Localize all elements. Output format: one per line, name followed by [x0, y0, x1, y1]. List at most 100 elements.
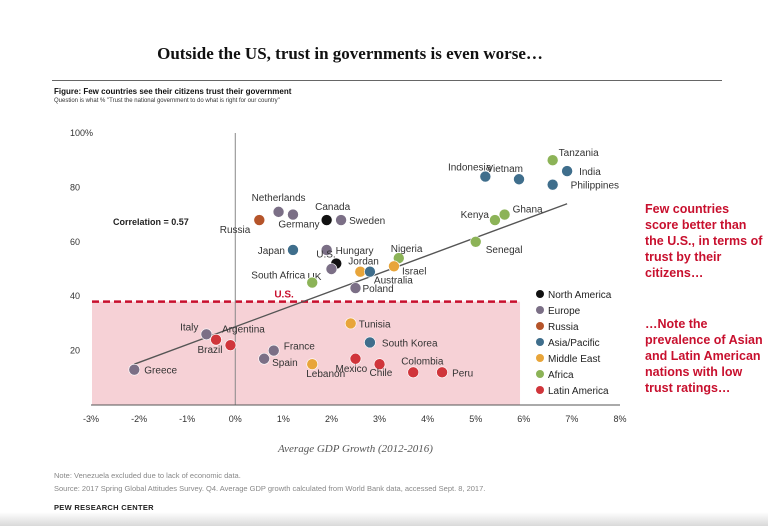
x-tick-label: 1%	[277, 414, 290, 424]
y-tick-label: 20	[70, 346, 80, 356]
legend-marker	[536, 290, 544, 298]
x-axis-label: Average GDP Growth (2012-2016)	[277, 443, 433, 455]
point-label-poland: Poland	[363, 284, 394, 295]
x-tick-label: -2%	[131, 414, 147, 424]
point-japan	[287, 244, 299, 256]
point-label-mexico: Mexico	[336, 364, 368, 375]
legend-marker	[536, 338, 544, 346]
legend-marker	[536, 322, 544, 330]
point-label-india: India	[579, 167, 601, 178]
point-canada	[320, 214, 333, 226]
x-tick-label: 7%	[565, 414, 578, 424]
point-label-u-s: U.S.	[316, 250, 335, 261]
point-label-jordan: Jordan	[348, 257, 379, 268]
point-label-france: France	[284, 342, 316, 353]
point-label-sweden: Sweden	[349, 216, 385, 227]
point-argentina	[210, 333, 222, 346]
x-tick-label: -1%	[179, 414, 195, 424]
point-label-nigeria: Nigeria	[391, 244, 423, 255]
side-note-asia-latam: …Note the prevalence of Asian and Latin …	[645, 317, 763, 395]
correlation-label: Correlation = 0.57	[113, 217, 189, 227]
x-tick-label: 3%	[373, 414, 386, 424]
legend-marker	[536, 306, 544, 314]
point-label-tanzania: Tanzania	[559, 148, 599, 159]
point-lebanon	[306, 358, 319, 371]
point-label-south-korea: South Korea	[382, 338, 438, 349]
point-label-chile: Chile	[370, 368, 393, 379]
point-indonesia	[479, 170, 492, 183]
point-tunisia	[344, 317, 357, 330]
legend-label: Russia	[548, 322, 579, 333]
below-us-band	[92, 301, 521, 405]
y-tick-label: 40	[70, 291, 80, 301]
point-germany	[287, 208, 299, 221]
legend-label: Europe	[548, 306, 581, 317]
point-label-ghana: Ghana	[513, 205, 543, 216]
x-tick-label: 8%	[613, 414, 626, 424]
point-label-peru: Peru	[452, 368, 473, 379]
point-spain	[258, 352, 270, 365]
point-label-israel: Israel	[402, 266, 426, 277]
y-tick-label: 100%	[70, 128, 93, 138]
slide-title: Outside the US, trust in governments is …	[157, 44, 543, 63]
point-france	[267, 344, 280, 357]
point-israel	[388, 260, 400, 273]
point-label-philippines: Philippines	[571, 181, 619, 192]
point-senegal	[469, 236, 482, 248]
point-label-tunisia: Tunisia	[359, 319, 391, 330]
title-divider	[52, 80, 722, 81]
point-poland	[349, 282, 362, 294]
point-label-greece: Greece	[144, 366, 177, 377]
point-netherlands	[272, 206, 285, 218]
legend-label: Middle East	[548, 354, 600, 365]
figure-title: Figure: Few countries see their citizens…	[54, 87, 292, 96]
point-label-vietnam: Vietnam	[486, 164, 523, 175]
point-label-lebanon: Lebanon	[306, 369, 345, 380]
legend-label: Asia/Pacific	[548, 338, 600, 349]
legend-label: Africa	[548, 370, 574, 381]
side-note-us-comparison: Few countries score better than the U.S.…	[645, 202, 763, 280]
point-label-russia: Russia	[220, 225, 251, 236]
point-label-argentina: Argentina	[222, 325, 265, 336]
point-label-indonesia: Indonesia	[448, 163, 492, 174]
point-label-south-africa: South Africa	[251, 271, 305, 282]
point-south-africa	[306, 276, 319, 289]
point-philippines	[546, 178, 559, 191]
point-vietnam	[513, 173, 525, 186]
us-reference-label: U.S.	[274, 290, 294, 301]
point-india	[561, 165, 573, 177]
point-uk	[325, 263, 338, 275]
point-peru	[436, 366, 448, 379]
x-tick-label: -3%	[83, 414, 99, 424]
point-label-kenya: Kenya	[461, 210, 490, 221]
x-tick-label: 0%	[229, 414, 242, 424]
point-hungary	[320, 244, 333, 256]
point-label-australia: Australia	[374, 276, 413, 287]
point-label-canada: Canada	[315, 202, 350, 213]
x-tick-label: 5%	[469, 414, 482, 424]
y-tick-label: 60	[70, 237, 80, 247]
point-chile	[373, 358, 386, 371]
legend-label: Latin America	[548, 386, 609, 397]
legend-marker	[536, 386, 544, 394]
figure-subtitle: Question is what % "Trust the national g…	[54, 98, 280, 104]
point-label-italy: Italy	[180, 322, 198, 333]
point-label-germany: Germany	[278, 220, 319, 231]
point-australia	[364, 265, 376, 278]
legend-marker	[536, 370, 544, 378]
point-label-colombia: Colombia	[401, 356, 444, 367]
point-tanzania	[546, 154, 559, 166]
point-label-netherlands: Netherlands	[252, 193, 306, 204]
point-russia	[253, 214, 266, 226]
point-label-japan: Japan	[258, 246, 285, 257]
point-mexico	[349, 352, 362, 365]
point-label-senegal: Senegal	[486, 245, 523, 256]
point-south-korea	[364, 336, 376, 349]
figure-source: Source: 2017 Spring Global Attitudes Sur…	[54, 484, 486, 493]
point-label-brazil: Brazil	[197, 345, 222, 356]
point-italy	[200, 328, 213, 341]
point-colombia	[407, 366, 420, 379]
point-label-spain: Spain	[272, 358, 298, 369]
point-sweden	[335, 214, 347, 226]
